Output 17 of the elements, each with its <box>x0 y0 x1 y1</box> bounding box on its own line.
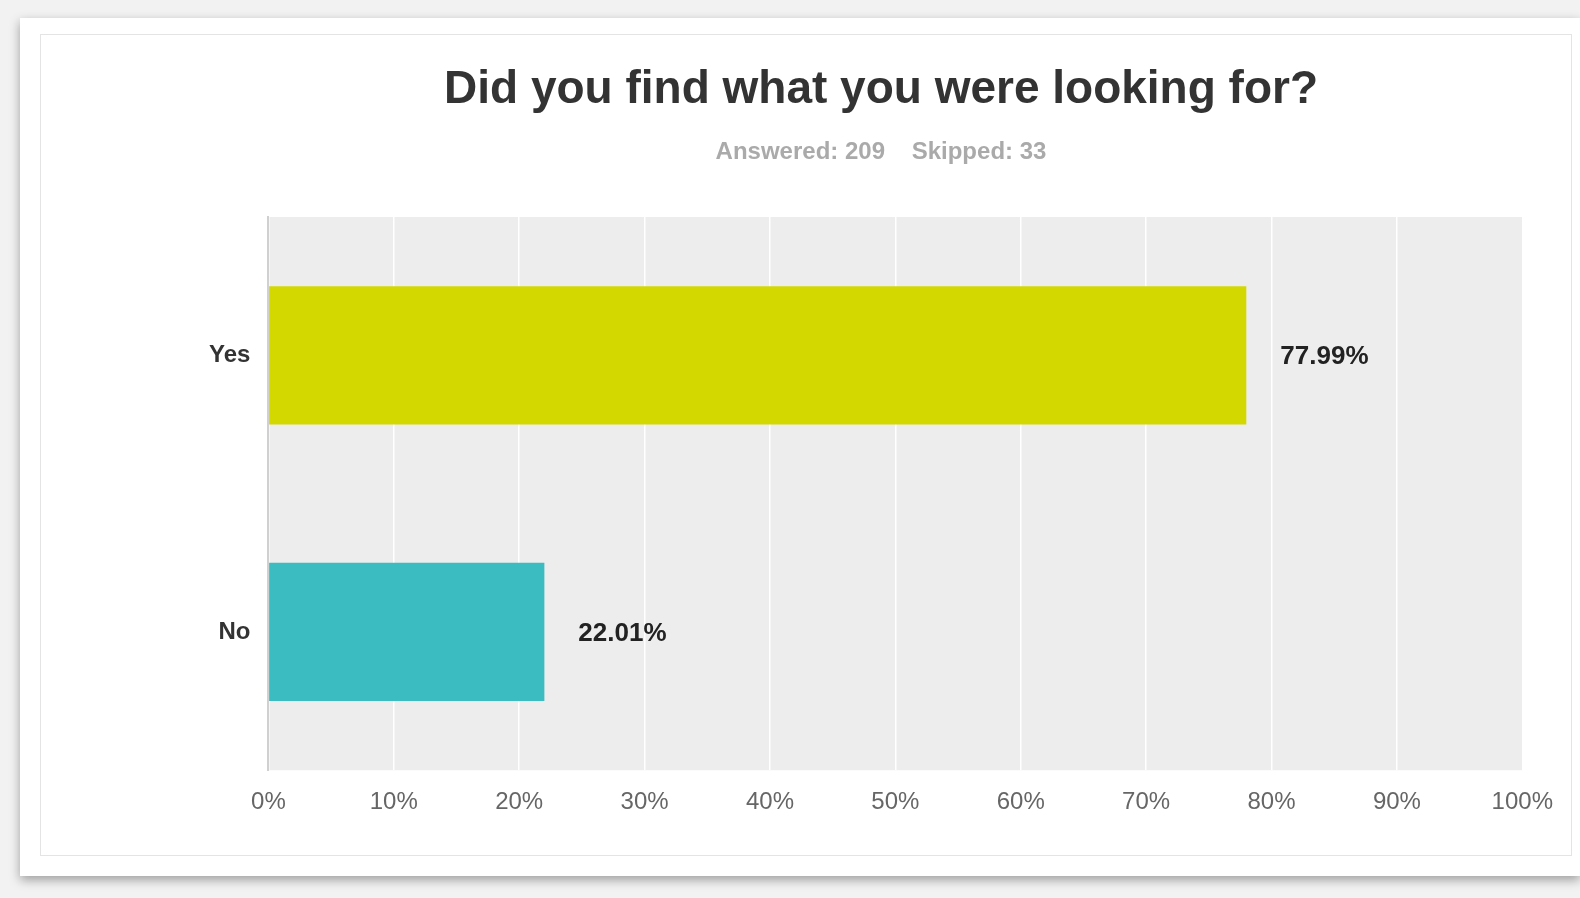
x-tick-label: 90% <box>1372 787 1421 815</box>
x-tick-label: 40% <box>745 787 794 815</box>
data-label: 22.01% <box>578 617 667 648</box>
data-label: 77.99% <box>1280 340 1369 371</box>
x-tick-label: 80% <box>1247 787 1296 815</box>
y-tick-label: Yes <box>208 339 251 367</box>
chart-title: Did you find what you were looking for? <box>444 61 1318 114</box>
y-tick-label: No <box>218 616 251 644</box>
x-tick-label: 20% <box>495 787 544 815</box>
chart-subtitle: Answered: 209 Skipped: 33 <box>715 137 1047 165</box>
x-tick-label: 100% <box>1491 787 1553 815</box>
x-tick-label: 50% <box>871 787 920 815</box>
x-tick-label: 60% <box>996 787 1045 815</box>
x-tick-label: 70% <box>1122 787 1171 815</box>
x-tick-label: 0% <box>251 787 286 815</box>
x-tick-label: 10% <box>369 787 418 815</box>
x-tick-label: 30% <box>620 787 669 815</box>
